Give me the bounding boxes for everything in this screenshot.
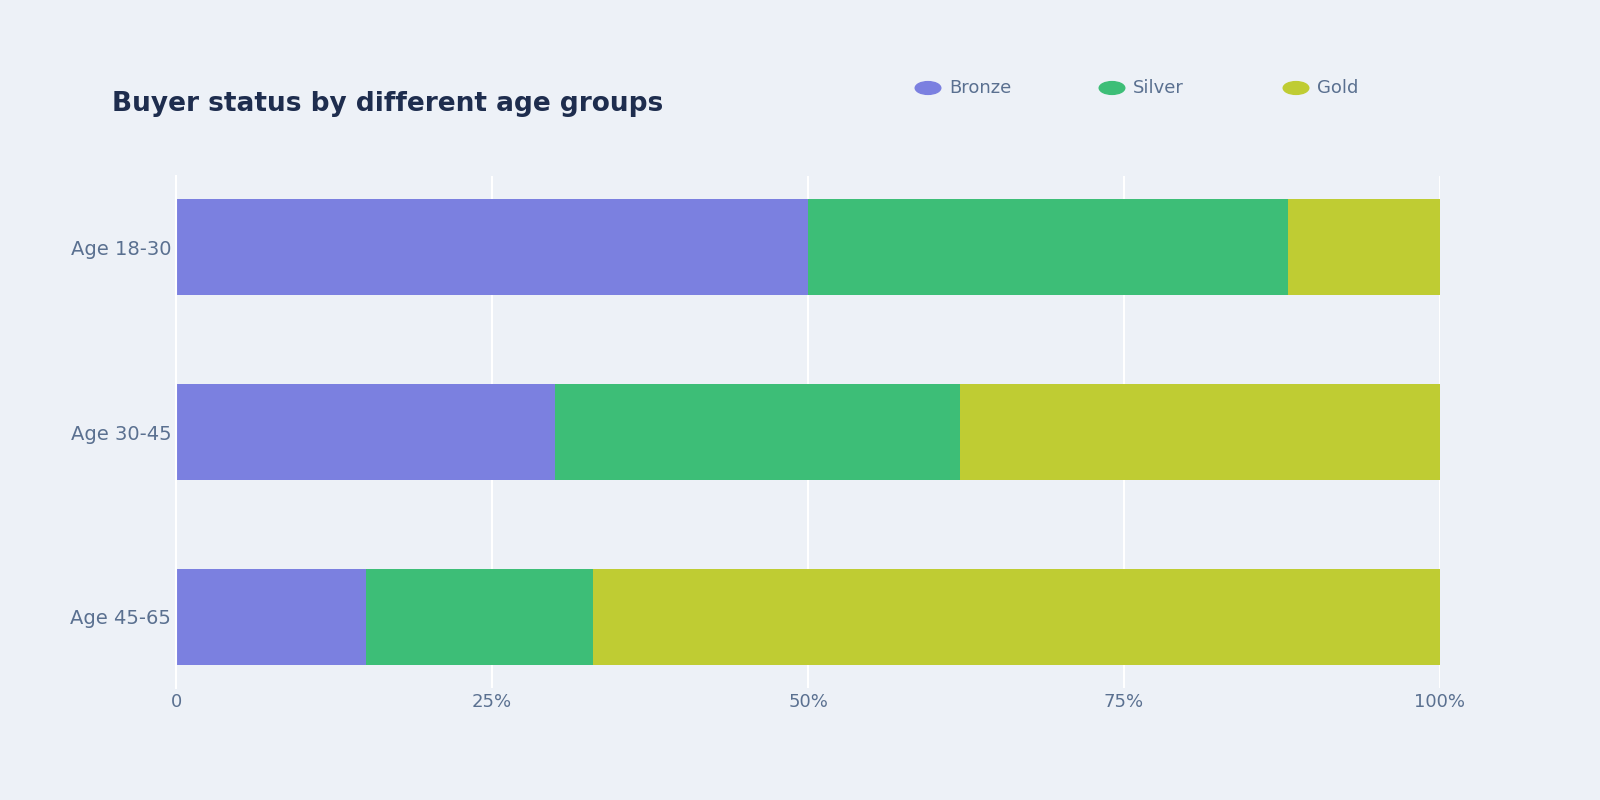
Text: Silver: Silver xyxy=(1133,79,1184,97)
Bar xyxy=(555,384,960,480)
Text: Gold: Gold xyxy=(1317,79,1358,97)
Text: Buyer status by different age groups: Buyer status by different age groups xyxy=(112,91,664,117)
Bar xyxy=(960,384,1440,480)
Bar xyxy=(594,569,1440,665)
Text: Bronze: Bronze xyxy=(949,79,1011,97)
Bar xyxy=(176,384,555,480)
Bar xyxy=(808,199,1288,295)
Bar xyxy=(1288,199,1440,295)
Bar xyxy=(176,569,365,665)
Bar xyxy=(176,199,808,295)
Bar xyxy=(365,569,594,665)
